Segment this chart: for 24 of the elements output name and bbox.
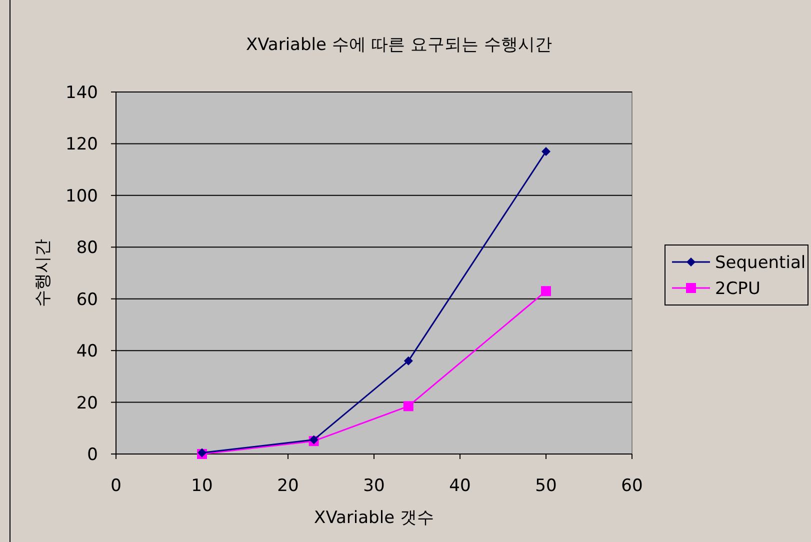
- point: [541, 286, 551, 296]
- x-tick-label: 60: [621, 476, 643, 496]
- x-tick-label: 10: [191, 476, 213, 496]
- x-tick-label: 30: [363, 476, 385, 496]
- y-tick-label: 100: [66, 186, 98, 206]
- y-tick-label: 80: [76, 238, 98, 258]
- point: [404, 356, 413, 366]
- chart-title: XVariable 수에 따른 요구되는 수행시간: [246, 35, 552, 55]
- y-tick-label: 40: [76, 342, 98, 362]
- x-tick-label: 0: [110, 476, 122, 496]
- y-axis-title: 수행시간: [33, 239, 53, 307]
- y-tick-label: 120: [66, 134, 98, 155]
- x-tick-label: 50: [535, 476, 557, 496]
- x-axis-title: XVariable 갯수: [314, 508, 434, 528]
- y-tick-label: 140: [66, 83, 98, 103]
- x-tick-label: 40: [449, 476, 471, 496]
- y-tick-label: 60: [76, 290, 98, 310]
- point: [403, 401, 414, 412]
- point: [542, 146, 550, 156]
- legend-label: 2CPU: [715, 279, 760, 299]
- legend-label: Sequential: [715, 253, 806, 273]
- y-tick-label: 0: [87, 445, 98, 465]
- y-tick-label: 20: [76, 393, 98, 414]
- x-tick-label: 20: [277, 476, 299, 496]
